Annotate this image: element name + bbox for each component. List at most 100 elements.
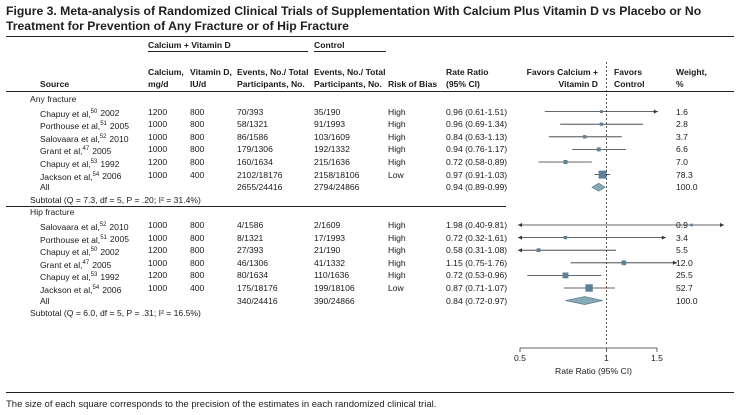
study-year: 2005: [92, 146, 112, 157]
point-estimate-square: [563, 160, 568, 164]
study-ref: 47: [82, 259, 90, 266]
study-calcium: 1000: [148, 220, 168, 230]
study-events-control: 2158/18106: [314, 169, 360, 180]
study-weight: 3.4: [676, 232, 688, 243]
study-rate-ratio: 1.98 (0.40-9.81): [446, 220, 508, 230]
study-year: 2006: [102, 171, 122, 182]
header-favors-right-1: Favors: [614, 67, 643, 77]
study-risk-of-bias: Low: [388, 283, 404, 293]
pooled-estimate-diamond: [565, 296, 603, 305]
header-weight-1: Weight,: [676, 67, 707, 77]
header-group-treatment-rule: [148, 51, 308, 52]
study-rate-ratio: 1.15 (0.75-1.76): [446, 257, 508, 268]
study-events-treatment: 8/1321: [237, 232, 264, 243]
header-vitd-2: IU/d: [190, 79, 207, 89]
study-vitamin-d: 800: [190, 232, 205, 243]
study-author: Chapuy et al,: [40, 247, 91, 258]
header-events-treat-2: Participants, No.: [237, 79, 305, 89]
study-rate-ratio: 0.96 (0.69-1.34): [446, 119, 508, 130]
study-events-treatment: 4/1586: [237, 220, 264, 230]
ci-arrow-left: [518, 223, 522, 227]
study-ref: 50: [90, 247, 98, 254]
study-author: Porthouse et al,: [40, 121, 101, 132]
study-events-control: 21/190: [314, 245, 341, 256]
study-events-treatment: 2102/18176: [237, 169, 283, 180]
study-author: Chapuy et al,: [40, 158, 91, 169]
header-favors-left-2: Vitamin D: [558, 79, 598, 89]
all-rate-ratio: 0.84 (0.72-0.97): [446, 295, 508, 306]
study-vitamin-d: 800: [190, 220, 205, 230]
all-label: All: [40, 295, 50, 306]
study-year: 2002: [100, 247, 120, 258]
study-ref: 54: [92, 285, 100, 291]
study-ref: 51: [100, 234, 107, 241]
header-favors-left-1: Favors Calcium +: [526, 67, 598, 77]
bottom-rule: [6, 392, 734, 393]
study-year: 2005: [92, 259, 112, 270]
header-calcium-1: Calcium,: [148, 67, 184, 77]
study-events-treatment: 80/1634: [237, 270, 269, 281]
study-rate-ratio: 0.97 (0.91-1.03): [446, 169, 508, 180]
study-risk-of-bias: Low: [388, 169, 404, 180]
all-weight: 100.0: [676, 182, 698, 193]
header-events-ctrl-2: Participants, No.: [314, 79, 382, 89]
study-ref: 51: [100, 121, 107, 128]
study-calcium: 1000: [148, 232, 168, 243]
header-calcium-2: mg/d: [148, 79, 169, 89]
section-label: Any fracture: [30, 94, 77, 104]
study-rate-ratio: 0.94 (0.76-1.17): [446, 144, 508, 155]
study-risk-of-bias: High: [388, 157, 406, 167]
study-events-treatment: 160/1634: [237, 157, 273, 167]
study-weight: 12.0: [676, 257, 693, 268]
study-weight: 52.7: [676, 283, 693, 293]
study-vitamin-d: 800: [190, 106, 205, 117]
study-vitamin-d: 800: [190, 257, 205, 268]
study-vitamin-d: 800: [190, 131, 205, 142]
study-weight: 78.3: [676, 169, 693, 180]
study-events-treatment: 46/1306: [237, 257, 269, 268]
study-events-control: 35/190: [314, 106, 341, 117]
study-risk-of-bias: High: [388, 220, 406, 230]
subtotal-stats: Subtotal (Q = 7.3, df = 5, P = .20; I² =…: [30, 194, 201, 205]
study-ref: 53: [90, 159, 98, 165]
study-author: Chapuy et al,: [40, 108, 91, 119]
study-author: Jackson et al,: [40, 171, 93, 182]
study-weight: 3.7: [676, 131, 688, 142]
header-events-treat-1: Events, No./ Total: [237, 67, 309, 77]
study-source: Chapuy et al,50 2002: [40, 107, 119, 119]
study-source: Chapuy et al,53 1992: [40, 270, 119, 282]
header-vitd-1: Vitamin D,: [190, 67, 232, 77]
header-rule: [6, 91, 734, 92]
study-source: Grant et al,47 2005: [40, 144, 111, 156]
study-events-control: 199/18106: [314, 283, 355, 293]
study-calcium: 1200: [148, 245, 168, 256]
study-events-control: 2/1609: [314, 220, 341, 230]
study-weight: 2.8: [676, 119, 688, 130]
study-events-control: 91/1993: [314, 119, 346, 130]
study-rate-ratio: 0.96 (0.61-1.51): [446, 106, 508, 117]
study-vitamin-d: 400: [190, 169, 205, 180]
study-events-treatment: 86/1586: [237, 131, 269, 142]
study-calcium: 1000: [148, 257, 168, 268]
study-year: 2005: [109, 234, 130, 245]
header-group-treatment: Calcium + Vitamin D: [148, 40, 231, 50]
ci-arrow-right: [653, 109, 658, 114]
header-group-control: Control: [314, 40, 345, 50]
all-rate-ratio: 0.94 (0.89-0.99): [446, 182, 508, 193]
study-events-treatment: 27/393: [237, 245, 264, 256]
header-group-control-rule: [314, 51, 386, 52]
study-year: 2005: [109, 121, 130, 132]
study-source: Grant et al,47 2005: [40, 258, 111, 270]
study-ref: 52: [99, 133, 107, 140]
study-author: Grant et al,: [40, 259, 83, 270]
study-rate-ratio: 0.72 (0.32-1.61): [446, 232, 508, 243]
all-events-treatment: 2655/24416: [237, 182, 283, 193]
point-estimate-square: [563, 235, 568, 240]
study-rate-ratio: 0.58 (0.31-1.08): [446, 245, 508, 256]
ci-arrow-left: [518, 248, 522, 253]
subtotal-stats: Subtotal (Q = 6.0, df = 5, P = .31; I² =…: [30, 308, 201, 319]
study-ref: 47: [82, 146, 90, 153]
study-risk-of-bias: High: [388, 245, 406, 256]
header-events-ctrl-1: Events, No./ Total: [314, 67, 386, 77]
study-risk-of-bias: High: [388, 144, 406, 155]
